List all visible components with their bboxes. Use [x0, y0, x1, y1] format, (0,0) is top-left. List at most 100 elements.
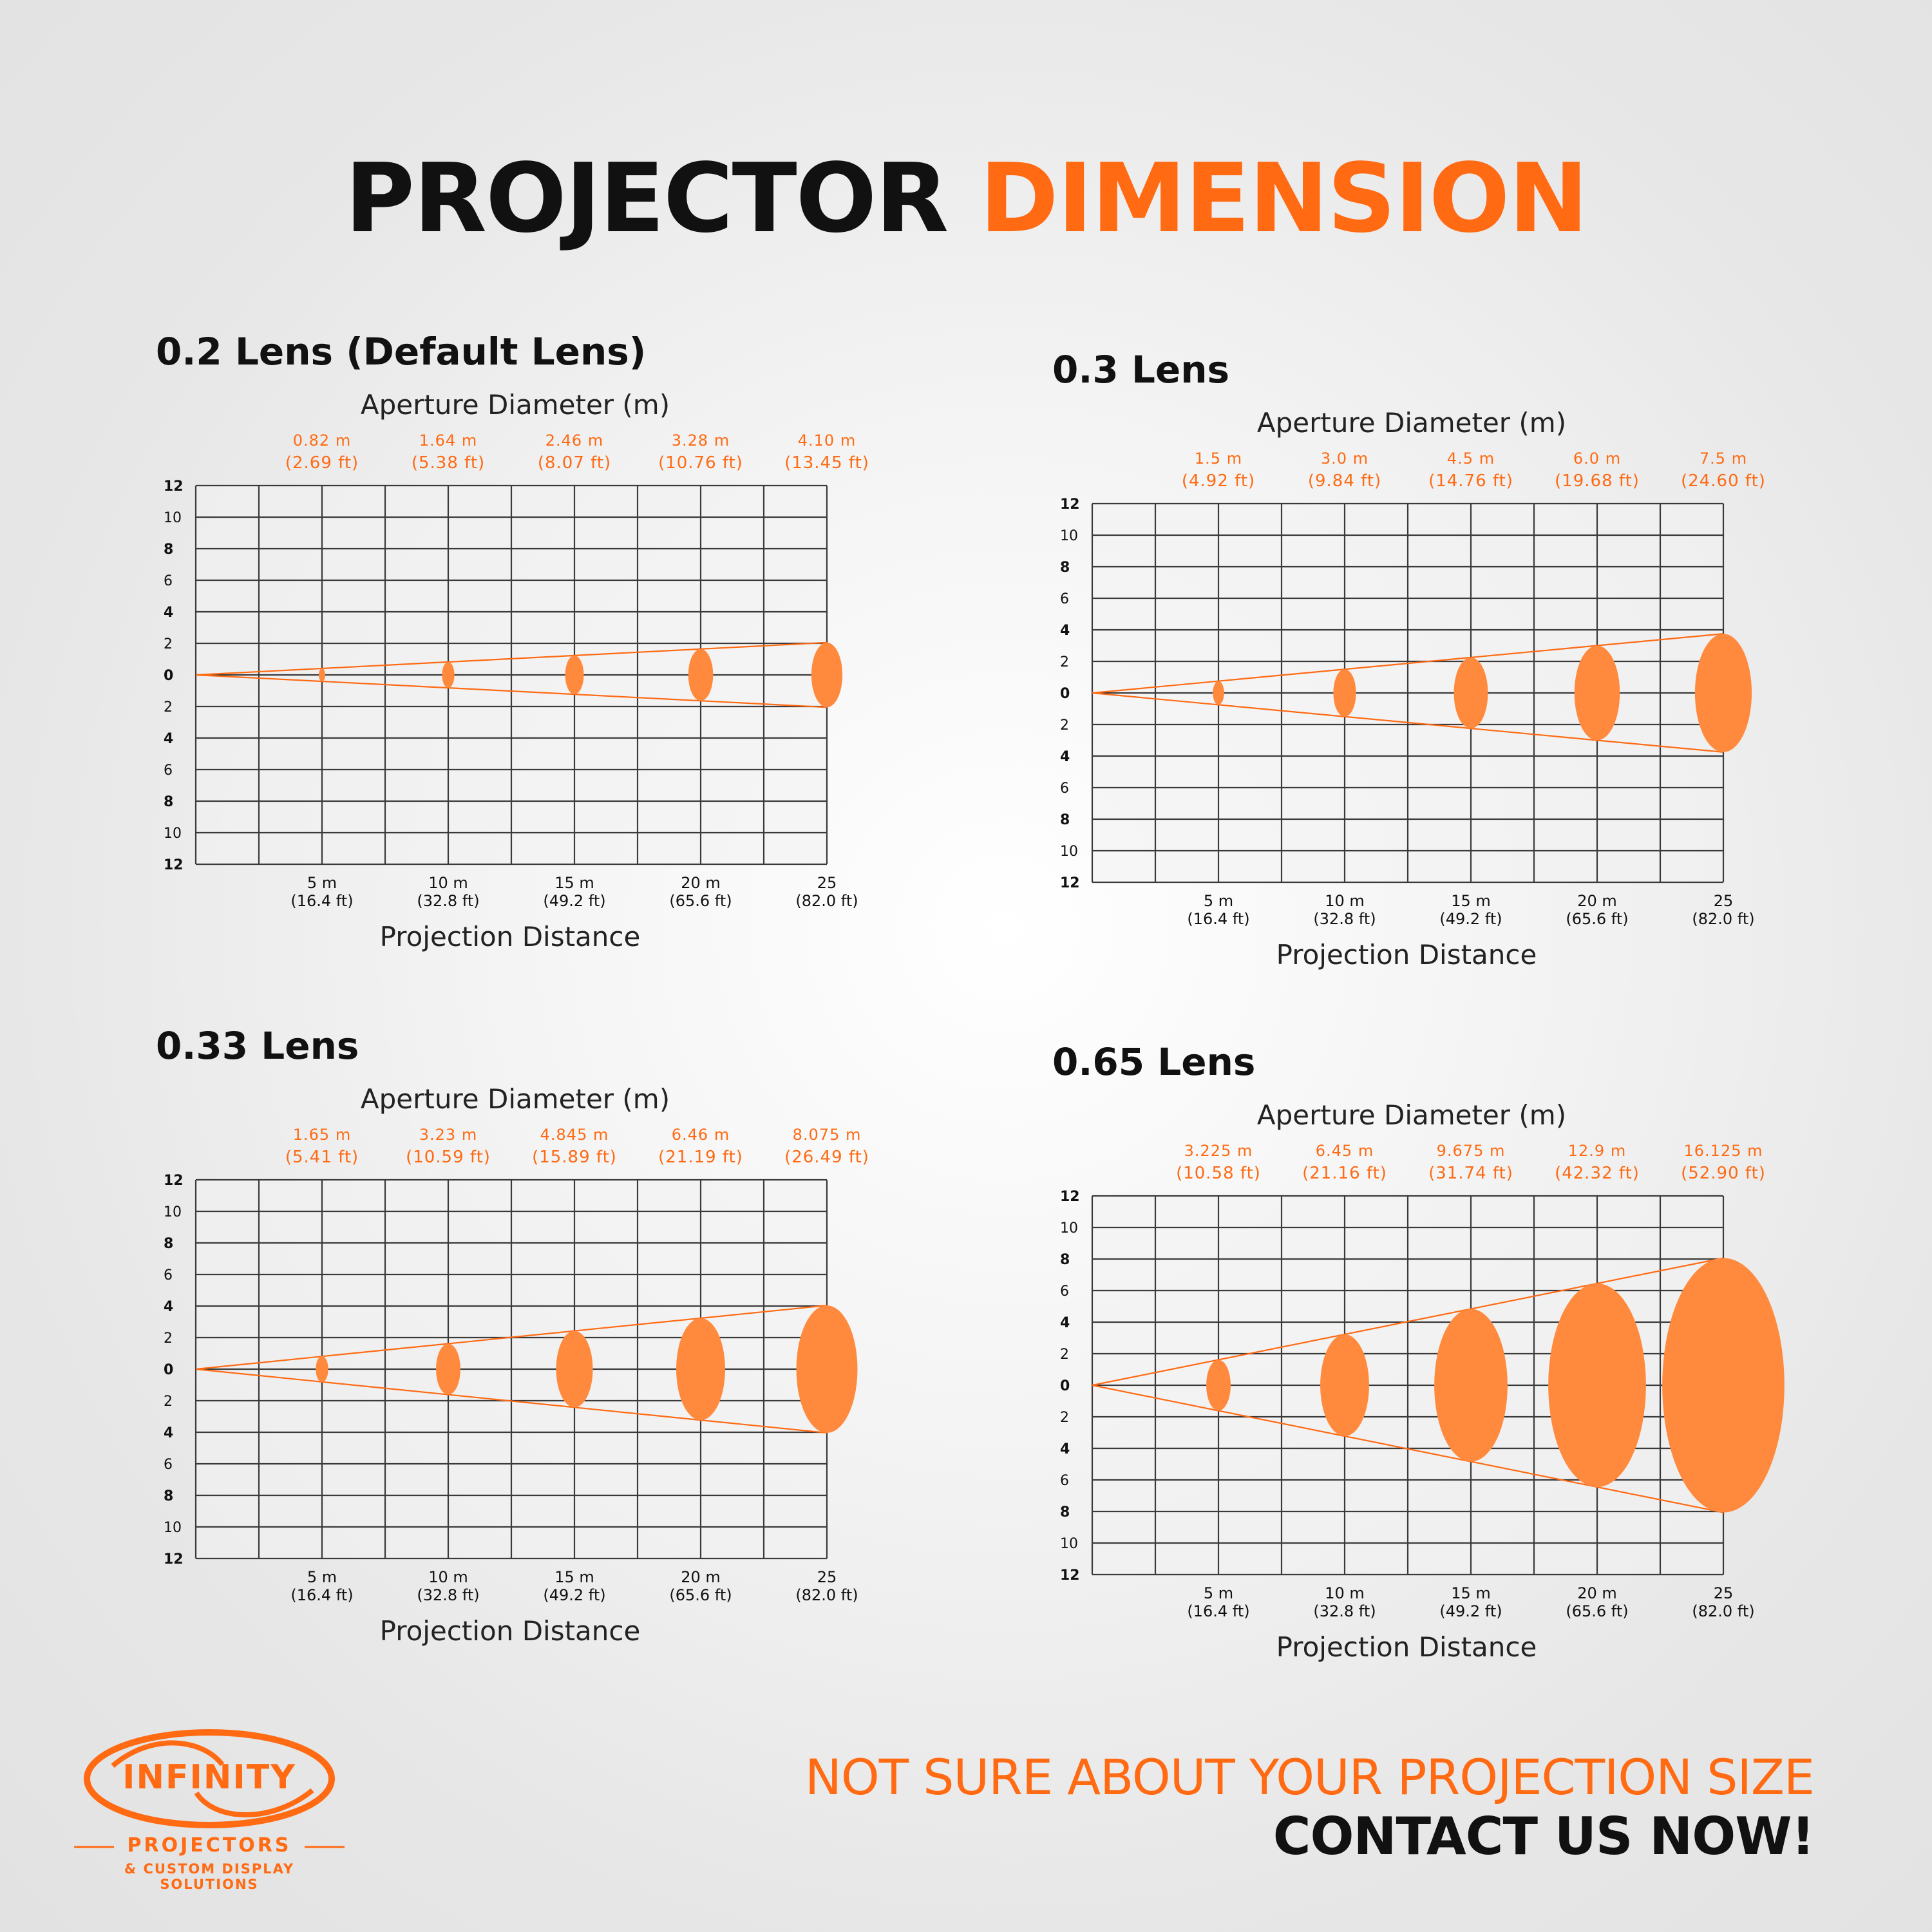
logo-rule — [74, 1846, 345, 1848]
distance-axis-title: Projection Distance — [379, 1615, 641, 1647]
x-tick-label-ft: (49.2 ft) — [1439, 1602, 1502, 1620]
y-tick-label: 10 — [164, 1520, 182, 1536]
lens-chart-0-33: 0.33 Lens Aperture Diameter (m) Projecti… — [156, 1024, 993, 1668]
x-tick-label: 10 m — [1325, 1584, 1365, 1602]
aperture-axis-title: Aperture Diameter (m) — [1256, 1099, 1567, 1131]
y-tick-label: 2 — [1060, 1410, 1069, 1426]
aperture-axis-title: Aperture Diameter (m) — [360, 389, 670, 421]
y-tick-label: 10 — [164, 826, 182, 842]
aperture-label-m: 3.28 m — [672, 431, 730, 450]
projection-ellipse — [688, 649, 714, 701]
chart-title: 0.65 Lens — [1052, 1040, 1256, 1084]
y-tick-label: 8 — [164, 1236, 173, 1252]
x-tick-label-ft: (82.0 ft) — [1692, 910, 1754, 928]
aperture-label-ft: (2.69 ft) — [285, 453, 359, 473]
x-tick-label: 5 m — [307, 1568, 337, 1586]
chart-plot: 12 10 8 6 4 2 0 2 4 6 8 10 12 1.65 m (5.41 ft) 5 m(16.4… — [164, 1126, 869, 1604]
beam-lower-edge — [195, 674, 828, 708]
y-tick-label: 6 — [1060, 1283, 1069, 1300]
x-tick-label: 10 m — [428, 874, 468, 892]
projection-ellipse — [1574, 645, 1620, 741]
y-tick-label: 12 — [1060, 497, 1080, 513]
x-tick-label-ft: (49.2 ft) — [1439, 910, 1502, 928]
aperture-label-m: 4.845 m — [540, 1126, 609, 1144]
x-tick-label: 15 m — [1451, 892, 1491, 910]
x-tick-label: 5 m — [1204, 892, 1233, 910]
aperture-label-m: 6.0 m — [1573, 450, 1621, 468]
projection-ellipse — [1333, 669, 1356, 717]
aperture-label-m: 16.125 m — [1684, 1142, 1763, 1160]
x-tick-label-ft: (65.6 ft) — [1566, 910, 1628, 928]
projection-ellipse — [436, 1343, 460, 1395]
aperture-label-m: 4.10 m — [798, 431, 856, 450]
beam-lower-edge — [195, 1368, 828, 1434]
aperture-label-m: 1.5 m — [1195, 450, 1242, 468]
chart-plot: 12 10 8 6 4 2 0 2 4 6 8 10 12 1.5 m (4.92 ft) 5 m(16.4 … — [1060, 450, 1766, 928]
y-tick-label: 8 — [164, 542, 173, 558]
lens-chart-0-3: 0.3 Lens Aperture Diameter (m) Projectio… — [1052, 348, 1889, 992]
aperture-label-ft: (4.92 ft) — [1182, 471, 1255, 491]
x-tick-label-ft: (32.8 ft) — [1313, 910, 1376, 928]
y-tick-label: 12 — [164, 857, 184, 873]
projection-ellipse — [796, 1305, 858, 1433]
projection-ellipse — [565, 655, 584, 695]
beam-lower-edge — [1092, 692, 1724, 753]
x-tick-label-ft: (82.0 ft) — [795, 892, 858, 910]
y-tick-label: 8 — [1060, 1504, 1070, 1520]
projection-ellipse — [1548, 1283, 1646, 1488]
projection-ellipse — [1454, 657, 1488, 729]
x-tick-label-ft: (65.6 ft) — [1566, 1602, 1628, 1620]
x-tick-label: 25 — [817, 874, 837, 892]
y-tick-label: 6 — [1060, 591, 1069, 607]
aperture-axis-title: Aperture Diameter (m) — [360, 1083, 670, 1115]
x-tick-label: 20 m — [681, 874, 721, 892]
y-tick-label: 10 — [164, 510, 182, 526]
logo-tagline: & CUSTOM DISPLAY SOLUTIONS — [124, 1861, 295, 1892]
y-tick-label: 2 — [164, 699, 173, 715]
cta-contact[interactable]: CONTACT US NOW! — [1273, 1806, 1815, 1866]
aperture-label-ft: (15.89 ft) — [532, 1148, 617, 1167]
x-tick-label-ft: (82.0 ft) — [795, 1586, 858, 1604]
aperture-label-ft: (42.32 ft) — [1555, 1164, 1640, 1183]
y-tick-label: 12 — [164, 1173, 184, 1189]
y-tick-label: 4 — [1060, 749, 1070, 765]
aperture-label-ft: (31.74 ft) — [1428, 1164, 1513, 1183]
y-tick-label: 8 — [1060, 812, 1070, 828]
distance-axis-title: Projection Distance — [379, 921, 641, 952]
x-tick-label-ft: (49.2 ft) — [543, 892, 605, 910]
aperture-label-ft: (26.49 ft) — [784, 1148, 869, 1167]
x-tick-label-ft: (16.4 ft) — [1187, 910, 1249, 928]
aperture-axis-title: Aperture Diameter (m) — [1256, 407, 1567, 439]
x-tick-label-ft: (65.6 ft) — [669, 1586, 732, 1604]
x-tick-label: 5 m — [1204, 1584, 1233, 1602]
projection-ellipse — [1320, 1334, 1369, 1437]
projection-ellipse — [811, 642, 843, 708]
aperture-label-ft: (52.90 ft) — [1681, 1164, 1766, 1183]
x-tick-label-ft: (32.8 ft) — [1313, 1602, 1376, 1620]
projection-ellipse — [1434, 1309, 1508, 1462]
chart-title: 0.2 Lens (Default Lens) — [156, 330, 647, 374]
y-tick-label: 10 — [1060, 1536, 1078, 1552]
aperture-label-ft: (10.58 ft) — [1176, 1164, 1261, 1183]
lens-chart-0-65: 0.65 Lens Aperture Diameter (m) Projecti… — [1052, 1040, 1889, 1684]
aperture-label-ft: (21.16 ft) — [1302, 1164, 1387, 1183]
x-tick-label: 15 m — [1451, 1584, 1491, 1602]
y-tick-label: 12 — [164, 478, 184, 495]
aperture-label-m: 9.675 m — [1437, 1142, 1506, 1160]
y-tick-label: 10 — [1060, 1220, 1078, 1236]
aperture-label-m: 6.46 m — [672, 1126, 730, 1144]
y-tick-label: 6 — [164, 1267, 173, 1283]
aperture-label-m: 2.46 m — [545, 431, 603, 450]
distance-axis-title: Projection Distance — [1276, 939, 1537, 971]
logo-wordmark: INFINITY — [122, 1758, 296, 1797]
chart-plot: 12 10 8 6 4 2 0 2 4 6 8 10 12 0.82 m (2.69 ft) 5 m(16.4… — [164, 431, 869, 910]
lens-chart-0-2: 0.2 Lens (Default Lens) Aperture Diamete… — [156, 330, 993, 974]
page-title-main: PROJECTOR — [345, 143, 949, 254]
y-tick-label: 2 — [164, 1394, 173, 1410]
aperture-label-ft: (24.60 ft) — [1681, 471, 1766, 491]
y-tick-label: 8 — [164, 1488, 173, 1504]
beam-upper-edge — [1092, 633, 1724, 694]
y-tick-label: 2 — [1060, 1347, 1069, 1363]
cta-question: NOT SURE ABOUT YOUR PROJECTION SIZE — [805, 1748, 1815, 1806]
y-tick-label: 2 — [164, 636, 173, 652]
